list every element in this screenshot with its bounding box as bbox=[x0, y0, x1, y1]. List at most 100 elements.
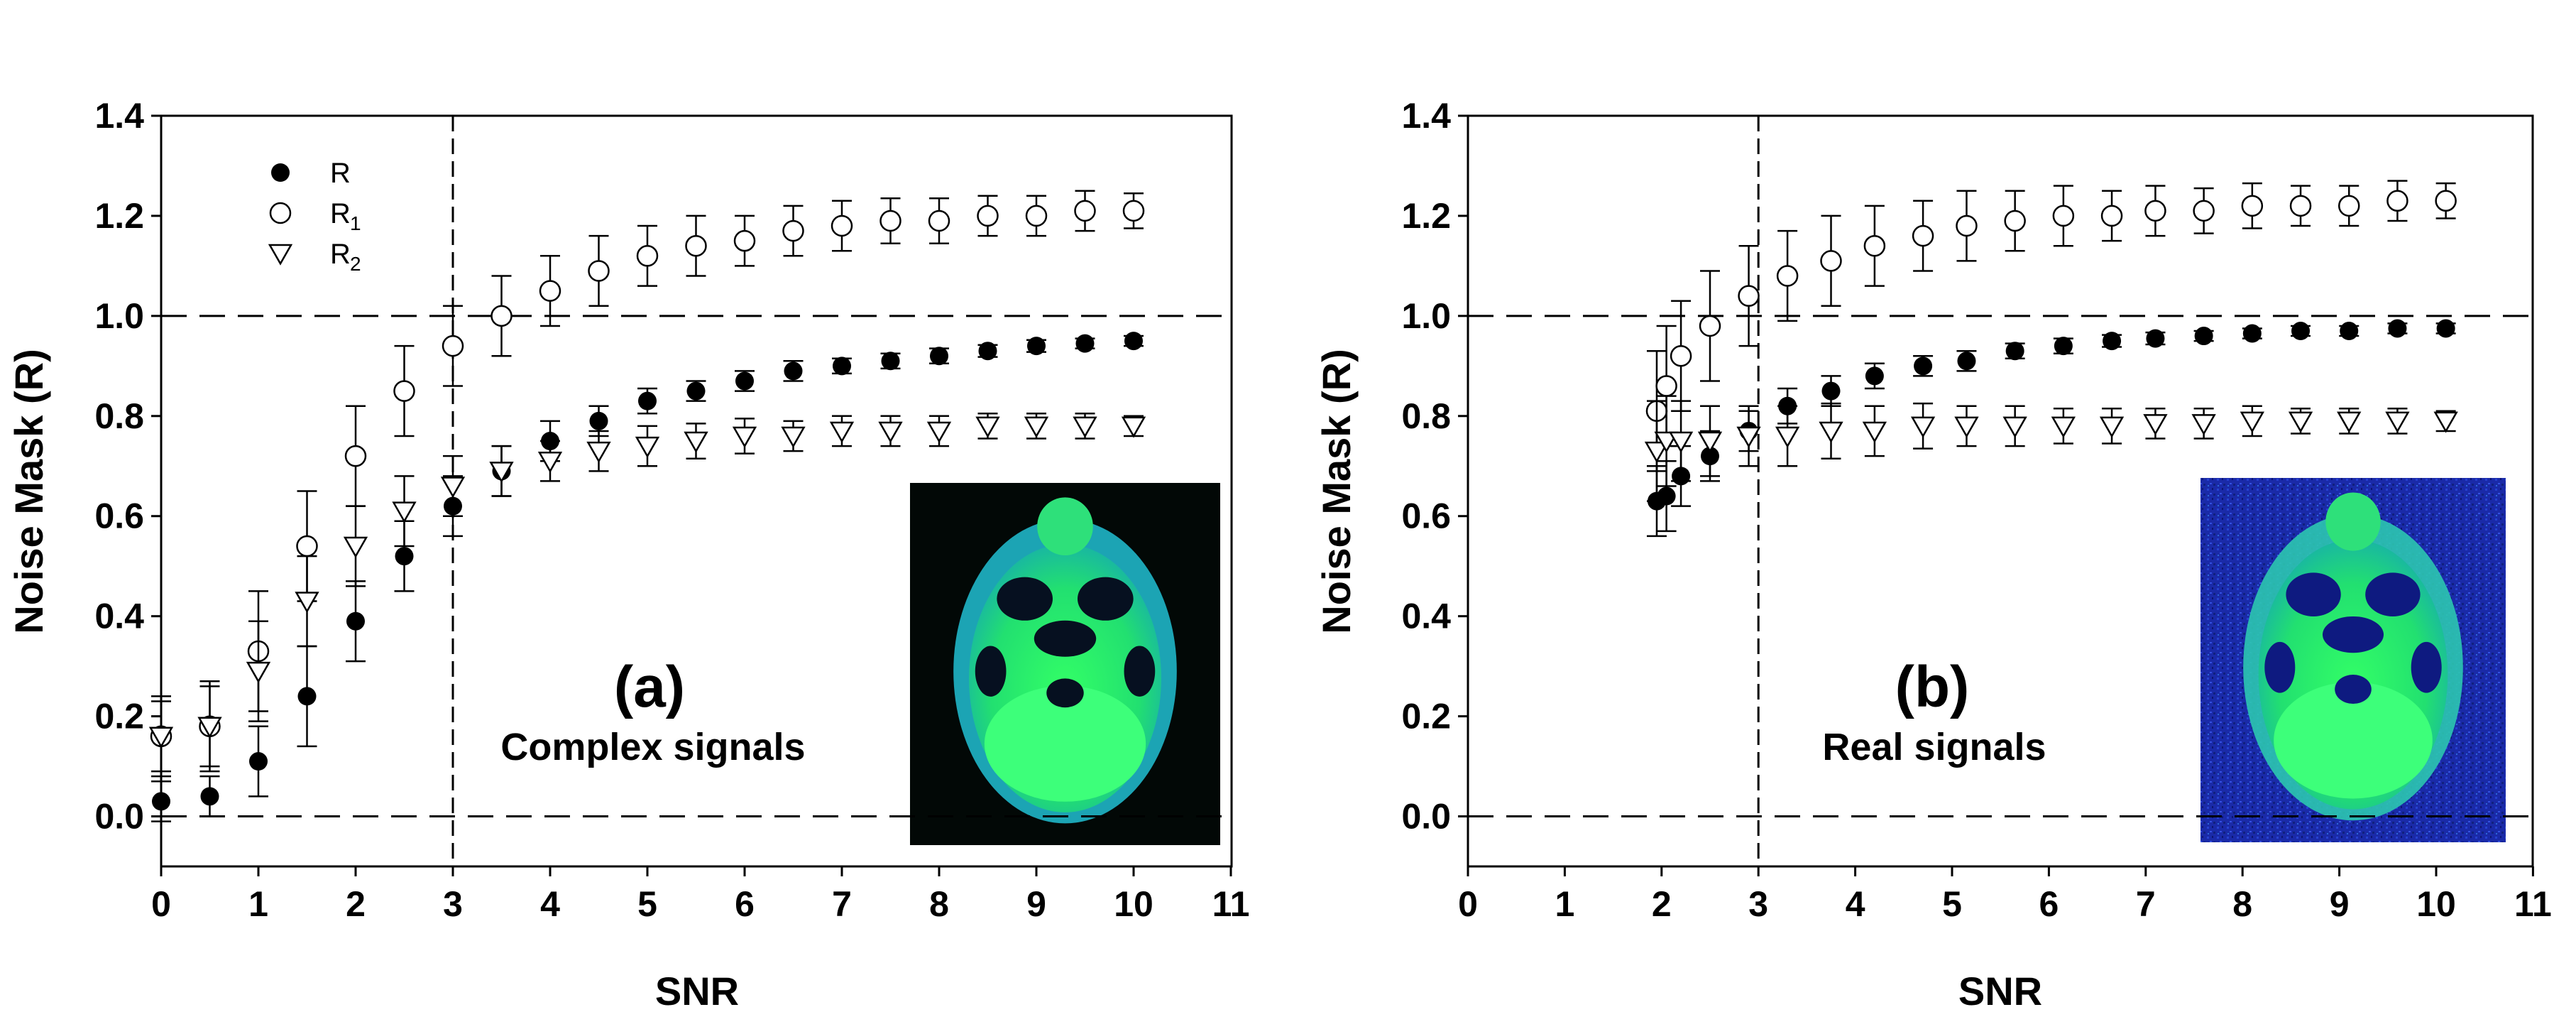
data-point-r1 bbox=[2241, 195, 2264, 217]
data-point-r2 bbox=[1819, 421, 1843, 443]
data-point-r bbox=[2291, 322, 2311, 341]
data-point-r2 bbox=[537, 451, 563, 473]
data-point-r1 bbox=[1670, 344, 1692, 367]
x-tick-label: 3 bbox=[443, 884, 463, 924]
data-point-r1 bbox=[977, 205, 999, 227]
data-point-r bbox=[978, 342, 997, 361]
data-point-r2 bbox=[1775, 426, 1800, 448]
legend: RR 1R 2 bbox=[268, 158, 361, 275]
data-point-r bbox=[2005, 342, 2024, 361]
data-point-r1 bbox=[1025, 205, 1048, 227]
data-point-r1 bbox=[2386, 190, 2408, 212]
data-point-r1 bbox=[1122, 200, 1145, 222]
x-tick-label: 10 bbox=[2416, 884, 2456, 924]
data-point-r2 bbox=[1954, 416, 1979, 438]
data-point-r bbox=[1821, 381, 1841, 401]
data-point-r1 bbox=[1820, 250, 1842, 272]
legend-label: R bbox=[330, 198, 351, 229]
panel-annotation: Real signals bbox=[1822, 726, 2046, 768]
x-tick-label: 4 bbox=[540, 884, 560, 924]
data-point-r1 bbox=[2337, 195, 2360, 217]
inset-cavity-left bbox=[997, 577, 1053, 621]
data-point-r bbox=[930, 347, 948, 366]
data-point-r1 bbox=[685, 234, 707, 257]
inset-fourth-ventricle bbox=[2335, 675, 2372, 704]
inset-cerebellum bbox=[2274, 682, 2433, 799]
inset-temporal-right bbox=[1124, 646, 1156, 697]
y-tick-label: 0.0 bbox=[94, 797, 144, 837]
legend-subscript: 2 bbox=[350, 253, 361, 275]
data-point-r2 bbox=[1668, 431, 1694, 453]
data-point-r bbox=[686, 381, 706, 401]
y-tick-label: 1.0 bbox=[1401, 296, 1451, 336]
data-point-r1 bbox=[928, 210, 950, 232]
data-point-r2 bbox=[1024, 416, 1049, 438]
x-tick-label: 0 bbox=[1458, 884, 1478, 924]
data-point-r bbox=[1914, 357, 1933, 376]
data-point-r bbox=[249, 752, 268, 771]
x-tick-label: 2 bbox=[346, 884, 366, 924]
panel-a: 0 1 2 3 4 5 6 7 8 9 10 11 0.0 0.2 0.4 0.6 0.8 1.0 1.2 1.4 SN… bbox=[6, 96, 1249, 1012]
x-tick-label: 9 bbox=[1026, 884, 1046, 924]
y-tick-label: 0.4 bbox=[1401, 597, 1451, 636]
data-point-r2 bbox=[878, 421, 903, 443]
inset-cavity-right bbox=[1077, 577, 1134, 621]
series-r1 bbox=[1645, 180, 2457, 472]
data-point-r2 bbox=[1644, 441, 1670, 463]
x-tick-label: 3 bbox=[1748, 884, 1768, 924]
data-point-r bbox=[346, 611, 365, 631]
y-tick-label: 1.2 bbox=[94, 196, 144, 236]
data-point-r bbox=[2340, 322, 2359, 341]
data-point-r1 bbox=[393, 380, 415, 402]
data-point-r2 bbox=[392, 501, 417, 523]
data-point-r2 bbox=[1862, 421, 1887, 443]
data-point-r bbox=[1027, 337, 1046, 356]
data-point-r1 bbox=[2100, 205, 2123, 227]
data-point-r2 bbox=[2002, 416, 2027, 438]
data-point-r2 bbox=[2099, 416, 2125, 438]
y-tick-label: 0.8 bbox=[1401, 396, 1451, 436]
data-point-r1 bbox=[2144, 200, 2166, 222]
inset-cavity-center bbox=[1034, 620, 1097, 657]
data-point-r1 bbox=[1776, 265, 1799, 287]
data-point-r2 bbox=[489, 462, 514, 484]
data-point-r2 bbox=[781, 426, 806, 448]
data-point-r1 bbox=[831, 214, 853, 237]
data-point-r2 bbox=[732, 426, 757, 448]
data-point-r1 bbox=[1912, 224, 1934, 247]
x-axis-title: SNR bbox=[655, 969, 739, 1012]
data-point-r2 bbox=[2143, 414, 2168, 436]
x-tick-label: 6 bbox=[2039, 884, 2059, 924]
data-point-r2 bbox=[2337, 411, 2362, 433]
data-point-r1 bbox=[539, 280, 561, 302]
y-tick-label: 0.6 bbox=[94, 496, 144, 536]
panel-label: (a) bbox=[614, 655, 685, 719]
data-point-r2 bbox=[2191, 414, 2216, 436]
data-point-r1 bbox=[636, 245, 659, 267]
series-r2 bbox=[1644, 395, 2458, 502]
data-point-r2 bbox=[2051, 416, 2076, 438]
data-point-r1 bbox=[1074, 200, 1096, 222]
legend-marker bbox=[271, 163, 290, 182]
x-tick-label: 1 bbox=[248, 884, 268, 924]
x-tick-label: 0 bbox=[151, 884, 171, 924]
y-axis-title: Noise Mask (R) bbox=[6, 349, 51, 633]
data-point-r bbox=[2146, 329, 2165, 348]
data-point-r1 bbox=[442, 334, 464, 357]
inset-temporal-left bbox=[975, 646, 1007, 697]
inset-mri-image bbox=[2200, 478, 2506, 842]
data-point-r bbox=[1124, 332, 1143, 351]
x-tick-label: 8 bbox=[929, 884, 949, 924]
x-tick-label: 11 bbox=[1212, 884, 1250, 924]
data-point-r1 bbox=[879, 210, 901, 232]
data-point-r2 bbox=[246, 661, 271, 683]
y-tick-label: 1.2 bbox=[1401, 196, 1451, 236]
x-tick-label: 11 bbox=[2514, 884, 2552, 924]
y-tick-label: 1.4 bbox=[94, 96, 144, 136]
data-point-r1 bbox=[1699, 315, 1721, 337]
inset-cerebellum bbox=[984, 685, 1146, 802]
legend-label: R bbox=[330, 239, 351, 270]
x-tick-label: 7 bbox=[832, 884, 852, 924]
panel-label: (b) bbox=[1895, 655, 1970, 719]
